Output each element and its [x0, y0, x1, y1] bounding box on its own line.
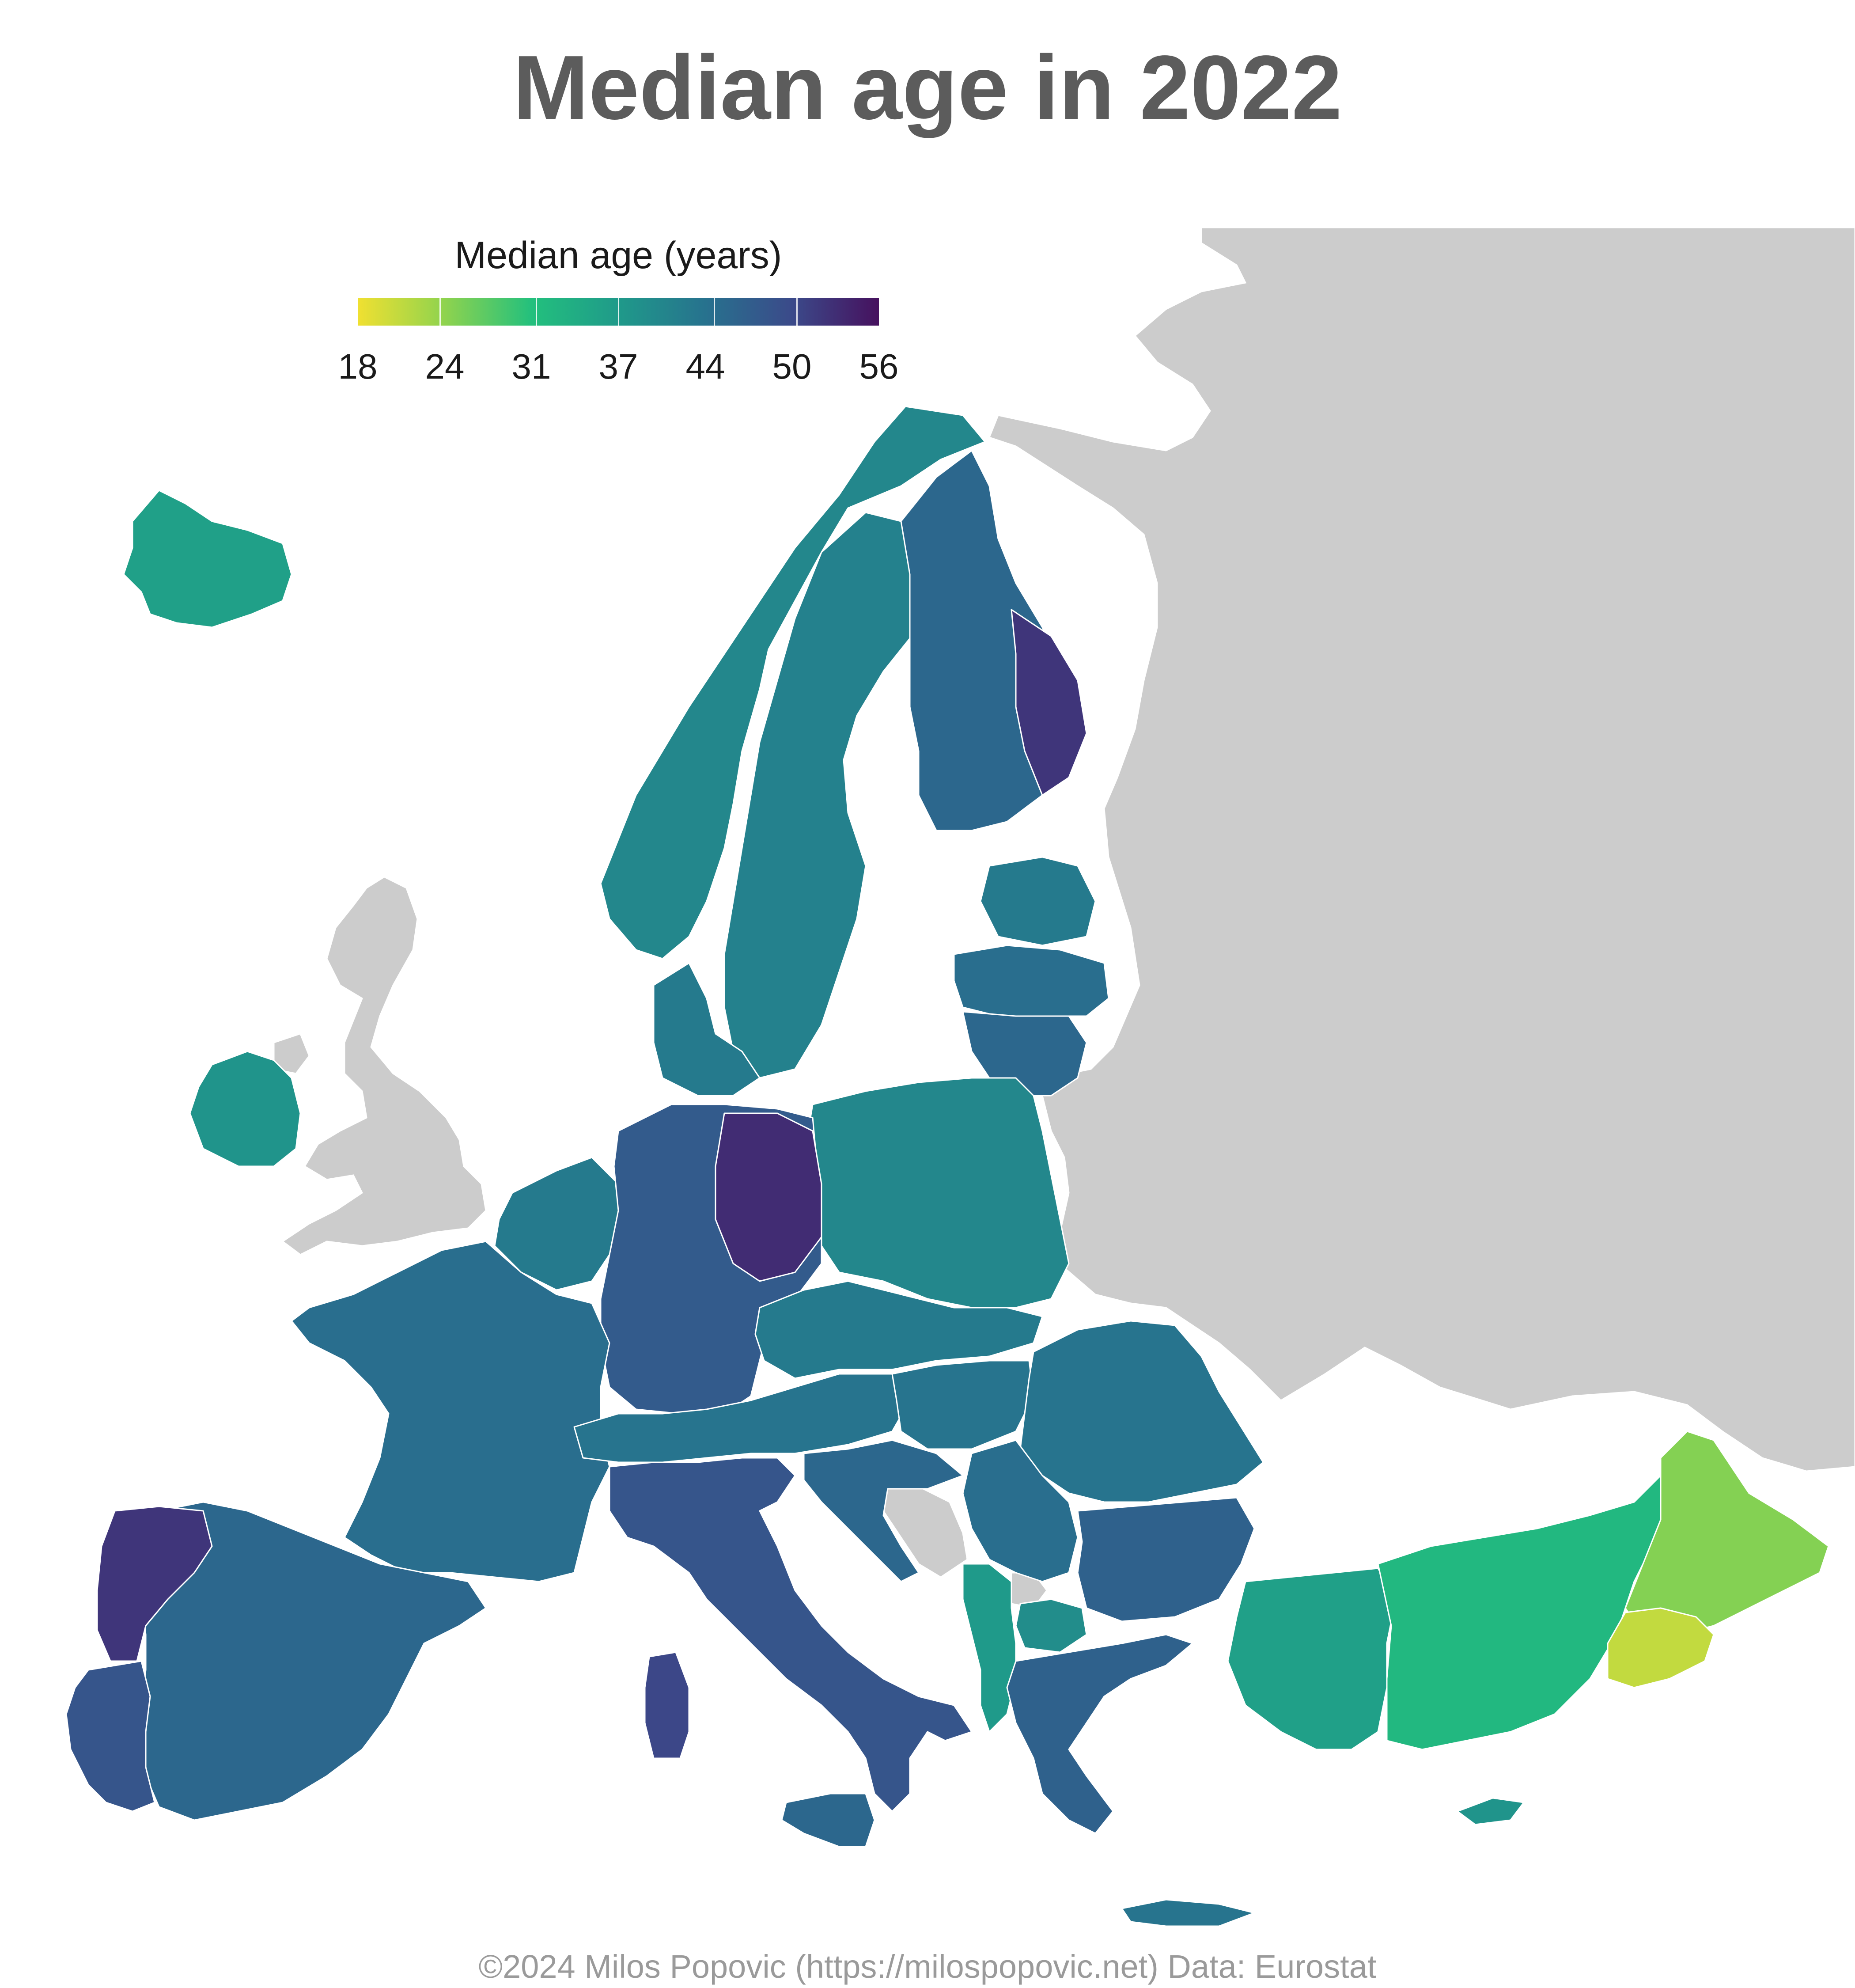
legend-tick-mark [439, 298, 441, 326]
region-montenegro-albania [962, 1563, 1017, 1733]
legend-title: Median age (years) [454, 234, 782, 277]
region-lithuania [962, 1011, 1087, 1096]
legend-tick-label: 37 [598, 347, 638, 386]
region-galicia-north-portugal [96, 1506, 213, 1662]
region-spain [140, 1501, 487, 1821]
region-turkey-east [1624, 1430, 1829, 1635]
region-slovenia-croatia [803, 1439, 964, 1582]
region-czechia-slovakia [754, 1280, 1043, 1379]
region-bulgaria [1077, 1497, 1255, 1622]
region-sardinia [644, 1651, 690, 1759]
region-crete [1121, 1899, 1255, 1927]
legend-tick-label: 50 [772, 347, 812, 386]
legend-tick-label: 18 [338, 347, 378, 386]
region-netherlands-belgium [494, 1157, 619, 1291]
map-title: Median age in 2022 [513, 37, 1342, 138]
legend-tick-label: 44 [685, 347, 725, 386]
region-denmark [653, 962, 761, 1096]
region-poland [807, 1077, 1070, 1309]
region-france [291, 1241, 610, 1582]
region-iceland [123, 489, 292, 628]
region-finland-east [1011, 609, 1087, 796]
region-turkey-southeast [1607, 1607, 1715, 1688]
region-greece [1006, 1634, 1193, 1834]
region-ireland [189, 1051, 301, 1167]
region-sweden [723, 512, 928, 1079]
region-norway [600, 406, 986, 960]
no-data-great-britain [281, 876, 487, 1256]
region-turkey-central [1377, 1475, 1662, 1750]
legend-tick-label: 56 [859, 347, 899, 386]
no-data-russia [988, 227, 1855, 1472]
no-data-bosnia [882, 1483, 968, 1578]
legend-tick-mark [796, 298, 798, 326]
region-hungary [891, 1360, 1034, 1450]
region-sicily [781, 1793, 875, 1848]
region-portugal [65, 1660, 155, 1812]
region-germany-east [715, 1112, 822, 1282]
region-north-macedonia [1015, 1598, 1087, 1653]
data-regions [65, 406, 1829, 1927]
legend-tick-mark [714, 298, 716, 326]
region-latvia [953, 945, 1109, 1017]
region-romania [1019, 1320, 1264, 1503]
region-italy [609, 1457, 973, 1812]
legend-tick-label: 24 [425, 347, 465, 386]
legend-tick-label: 31 [511, 347, 551, 386]
legend-tick-mark [535, 298, 537, 326]
no-data-areas [273, 227, 1855, 1609]
region-turkey-west [1227, 1567, 1397, 1750]
legend-tick-mark [618, 298, 619, 326]
region-estonia [980, 856, 1096, 946]
region-serbia [962, 1439, 1079, 1582]
region-cyprus [1457, 1797, 1525, 1825]
source-caption: ©2024 Milos Popovic (https://milospopovi… [478, 1948, 1377, 1985]
